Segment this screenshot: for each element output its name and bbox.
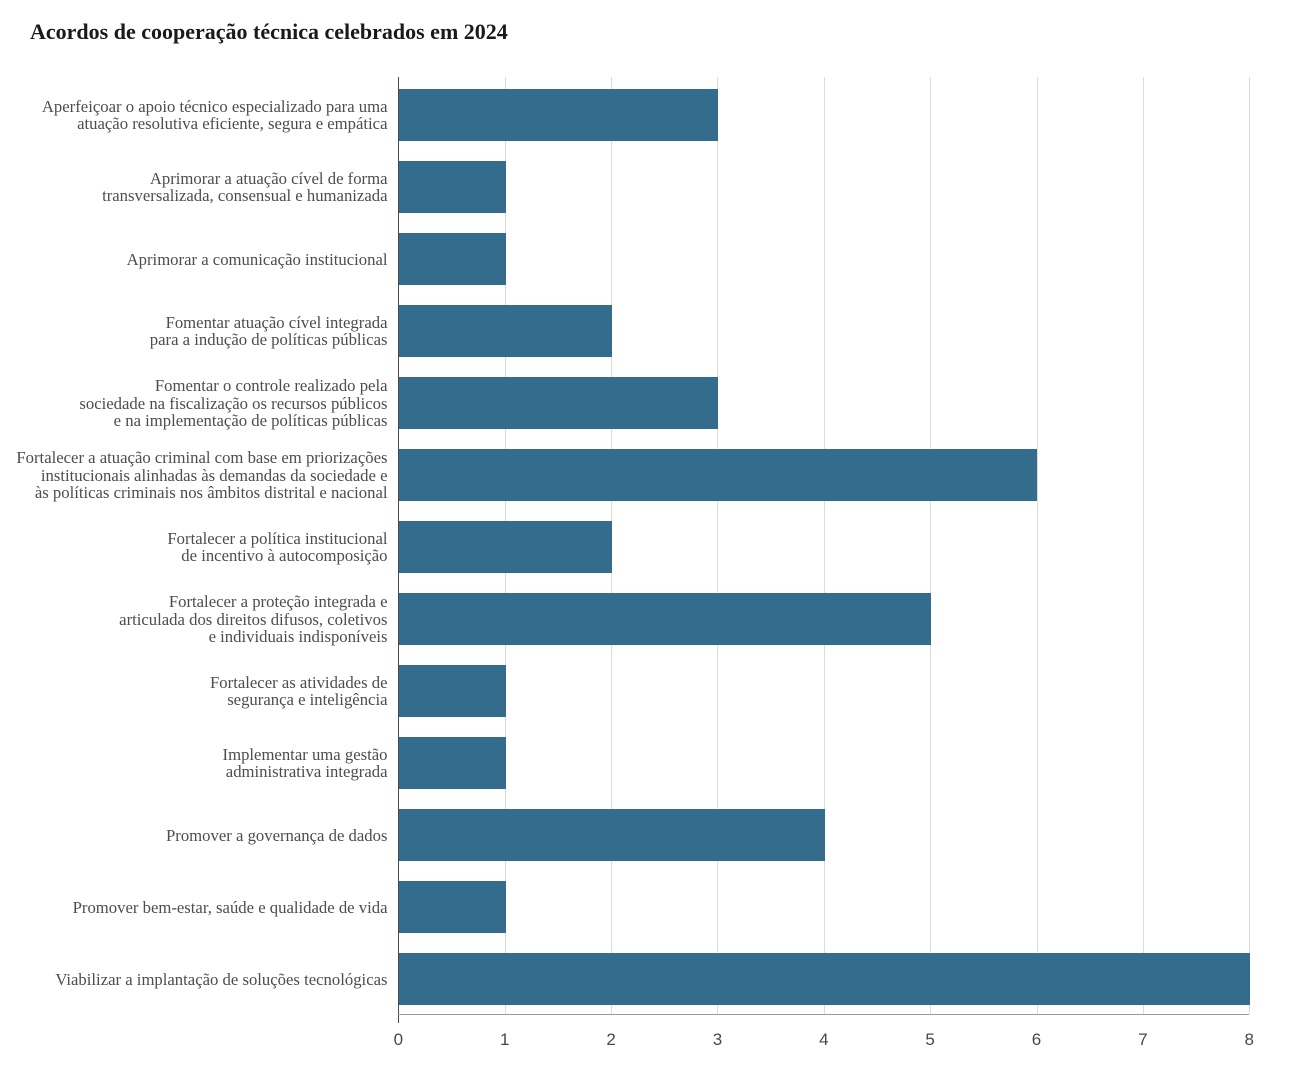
x-tick-label-0: 0 <box>393 1030 404 1049</box>
x-tick-label-3: 3 <box>712 1030 723 1049</box>
category-label-11: Promover a governança de dados <box>166 825 388 845</box>
gridline-5 <box>930 77 932 1014</box>
gridline-8 <box>1249 77 1251 1014</box>
category-label-12: Promover bem-estar, saúde e qualidade de… <box>72 897 388 917</box>
category-label-13: Viabilizar a implantação de soluções tec… <box>55 969 388 989</box>
bar-1 <box>399 89 719 141</box>
bar-11 <box>399 809 825 861</box>
gridline-7 <box>1142 77 1144 1014</box>
x-tick-label-4: 4 <box>819 1030 829 1049</box>
x-axis-line <box>398 1014 1250 1015</box>
category-label-5: Fomentar o controle realizado pela socied… <box>79 376 388 431</box>
bar-5 <box>399 377 719 429</box>
category-label-8: Fortalecer a proteção integrada e articul… <box>119 592 388 647</box>
category-label-9: Fortalecer as atividades de segurança e i… <box>210 673 388 710</box>
y-axis-line <box>398 77 400 1023</box>
category-label-1: Aperfeiçoar o apoio técnico especializad… <box>41 97 388 134</box>
bar-12 <box>399 881 506 933</box>
bar-10 <box>399 737 506 789</box>
category-label-4: Fomentar atuação cível integrada para a i… <box>149 313 388 350</box>
x-tick-label-6: 6 <box>1031 1030 1042 1049</box>
x-tick-label-1: 1 <box>500 1030 510 1049</box>
x-tick-label-8: 8 <box>1244 1030 1254 1049</box>
category-label-2: Aprimorar a atuação cível de forma transv… <box>102 169 388 206</box>
bar-4 <box>399 305 612 357</box>
category-label-10: Implementar uma gestão administrativa int… <box>222 745 388 782</box>
bar-2 <box>399 161 506 213</box>
category-label-6: Fortalecer a atuação criminal com base e… <box>16 448 388 503</box>
bar-7 <box>399 521 612 573</box>
gridline-6 <box>1036 77 1038 1014</box>
x-tick-label-7: 7 <box>1138 1030 1148 1049</box>
bar-3 <box>399 233 506 285</box>
chart-title: Acordos de cooperação técnica celebrados… <box>30 19 508 44</box>
bar-8 <box>399 593 931 645</box>
bar-9 <box>399 665 506 717</box>
bar-13 <box>399 953 1250 1005</box>
bar-6 <box>399 449 1038 501</box>
x-tick-label-2: 2 <box>606 1030 616 1049</box>
category-label-7: Fortalecer a política institucional de in… <box>167 529 388 566</box>
gridline-4 <box>823 77 825 1014</box>
gridline-3 <box>717 77 719 1014</box>
category-label-3: Aprimorar a comunicação institucional <box>126 249 388 269</box>
x-tick-label-5: 5 <box>925 1030 935 1049</box>
